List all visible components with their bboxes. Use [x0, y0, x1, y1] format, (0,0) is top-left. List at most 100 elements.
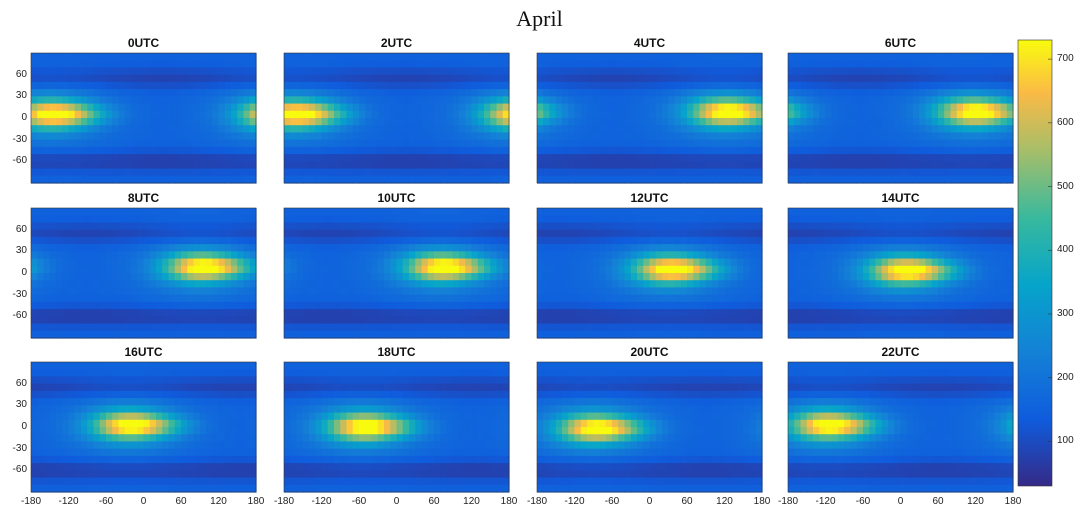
heatmap-cell: [440, 118, 448, 126]
heatmap-cell: [838, 81, 845, 90]
heatmap-cell: [580, 89, 588, 97]
heatmap-cell: [712, 273, 719, 281]
heatmap-cell: [43, 60, 51, 69]
heatmap-cell: [612, 309, 619, 317]
heatmap-cell: [718, 154, 726, 162]
heatmap-cell: [68, 301, 76, 310]
heatmap-cell: [199, 236, 207, 245]
heatmap-cell: [402, 265, 410, 274]
heatmap-cell: [568, 53, 576, 61]
heatmap-cell: [969, 60, 977, 69]
heatmap-cell: [243, 89, 251, 97]
heatmap-cell: [162, 175, 170, 184]
heatmap-cell: [346, 229, 354, 238]
heatmap-cell: [662, 81, 669, 90]
heatmap-cell: [737, 89, 744, 97]
heatmap-cell: [730, 229, 738, 238]
heatmap-cell: [800, 132, 808, 141]
heatmap-cell: [662, 236, 669, 245]
heatmap-cell: [537, 96, 544, 105]
heatmap-cell: [693, 132, 701, 141]
heatmap-cell: [49, 168, 57, 177]
heatmap-cell: [99, 258, 107, 267]
heatmap-cell: [555, 74, 563, 83]
heatmap-cell: [477, 236, 485, 245]
heatmap-cell: [168, 208, 176, 216]
heatmap-cell: [543, 139, 551, 148]
heatmap-cell: [99, 316, 107, 325]
heatmap-cell: [212, 258, 220, 267]
heatmap-cell: [143, 294, 151, 303]
heatmap-cell: [199, 251, 207, 260]
heatmap-cell: [74, 125, 82, 134]
heatmap-cell: [93, 208, 101, 216]
heatmap-cell: [327, 89, 335, 97]
heatmap-cell: [31, 208, 38, 216]
heatmap-cell: [371, 330, 379, 339]
heatmap-cell: [340, 60, 348, 69]
heatmap-cell: [913, 96, 920, 105]
heatmap-cell: [888, 309, 895, 317]
heatmap-cell: [377, 53, 385, 61]
heatmap-cell: [490, 89, 498, 97]
heatmap-cell: [649, 323, 657, 332]
heatmap-cell: [371, 273, 379, 281]
heatmap-cell: [49, 146, 57, 155]
heatmap-cell: [788, 96, 795, 105]
heatmap-cell: [788, 280, 795, 289]
heatmap-cell: [612, 301, 619, 310]
heatmap-cell: [490, 154, 498, 162]
heatmap-cell: [888, 258, 895, 267]
heatmap-cell: [975, 154, 983, 162]
heatmap-cell: [296, 67, 304, 76]
heatmap-cell: [421, 309, 429, 317]
heatmap-cell: [888, 53, 895, 61]
heatmap-cell: [124, 175, 132, 184]
heatmap-cell: [315, 309, 323, 317]
heatmap-cell: [981, 110, 989, 119]
heatmap-cell: [819, 89, 827, 97]
heatmap-cell: [43, 323, 51, 332]
heatmap-cell: [705, 301, 713, 310]
heatmap-cell: [434, 323, 441, 332]
heatmap-cell: [56, 125, 63, 134]
heatmap-cell: [737, 139, 744, 148]
heatmap-cell: [856, 139, 864, 148]
heatmap-cell: [537, 146, 544, 155]
heatmap-cell: [206, 125, 213, 134]
heatmap-cell: [459, 67, 466, 76]
heatmap-cell: [894, 60, 902, 69]
heatmap-cell: [919, 251, 927, 260]
heatmap-cell: [938, 244, 945, 252]
heatmap-cell: [37, 125, 45, 134]
heatmap-cell: [49, 132, 57, 141]
heatmap-cell: [156, 89, 163, 97]
heatmap-cell: [894, 294, 902, 303]
heatmap-cell: [537, 323, 544, 332]
heatmap-cell: [975, 74, 983, 83]
heatmap-cell: [37, 301, 45, 310]
heatmap-cell: [321, 309, 329, 317]
heatmap-cell: [49, 236, 57, 245]
heatmap-cell: [881, 60, 889, 69]
heatmap-cell: [919, 118, 927, 126]
heatmap-cell: [844, 294, 852, 303]
heatmap-cell: [243, 154, 251, 162]
heatmap-cell: [919, 139, 927, 148]
heatmap-cell: [471, 294, 479, 303]
heatmap-cell: [402, 273, 410, 281]
heatmap-cell: [193, 146, 201, 155]
heatmap-cell: [630, 265, 638, 274]
heatmap-cell: [825, 215, 833, 224]
heatmap-cell: [668, 280, 676, 289]
heatmap-cell: [749, 132, 757, 141]
heatmap-cell: [284, 222, 291, 231]
heatmap-cell: [618, 309, 626, 317]
heatmap-cell: [806, 168, 814, 177]
heatmap-cell: [434, 294, 441, 303]
heatmap-cell: [237, 146, 245, 155]
heatmap-cell: [99, 125, 107, 134]
heatmap-cell: [913, 208, 920, 216]
heatmap-cell: [334, 168, 341, 177]
heatmap-cell: [680, 81, 688, 90]
